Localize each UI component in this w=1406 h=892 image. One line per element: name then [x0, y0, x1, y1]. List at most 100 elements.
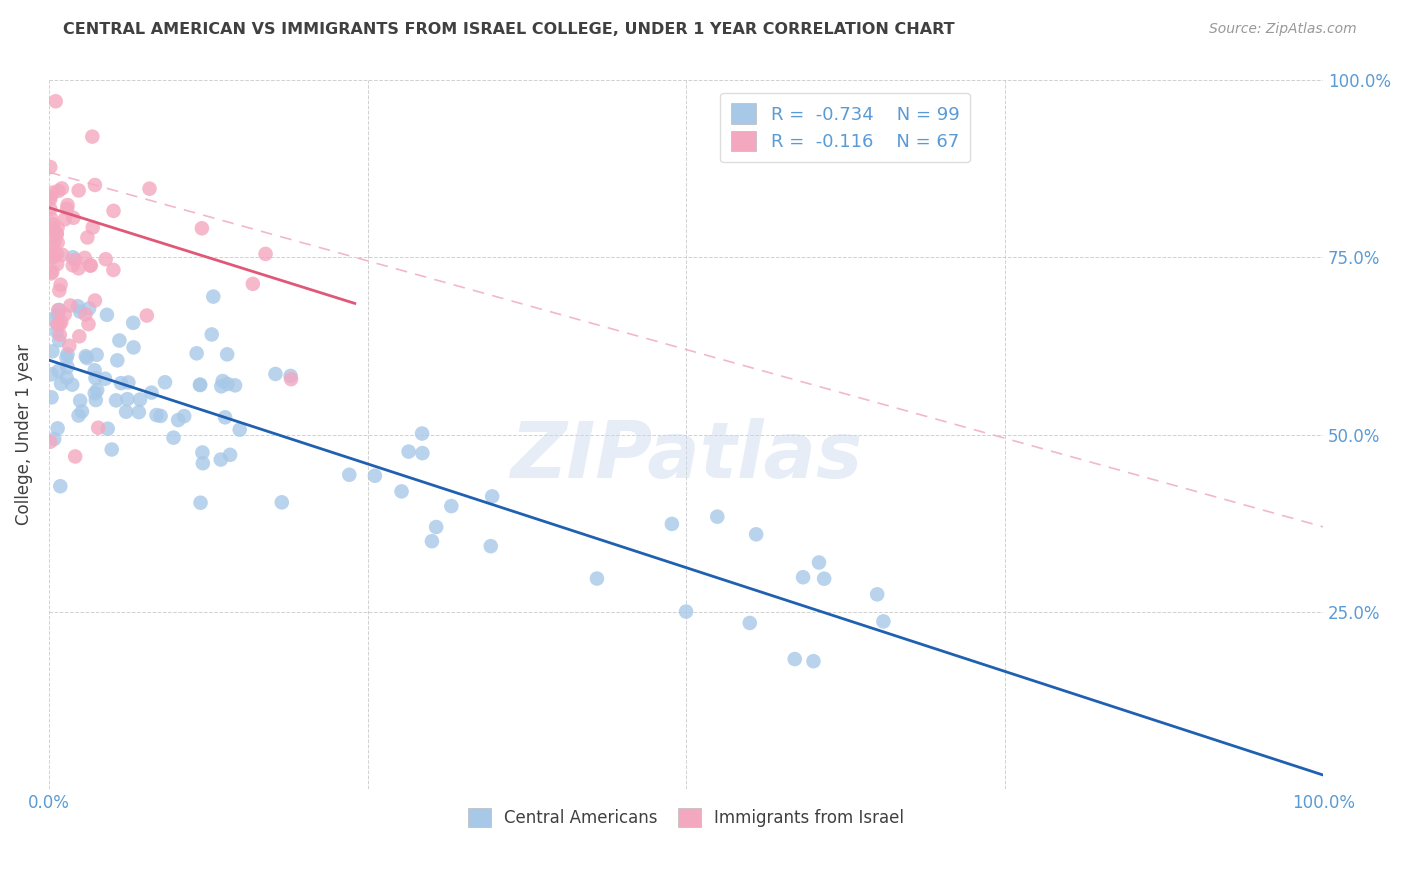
Point [77, 317, 100, 331]
Point [675, 605, 697, 619]
Point [48, 364, 70, 378]
Point [46, 421, 69, 435]
Point [264, 367, 287, 381]
Point [128, 405, 150, 419]
Point [97, 422, 120, 436]
Point [167, 413, 190, 427]
Point [46, 303, 69, 318]
Point [53, 212, 76, 227]
Point [56, 347, 79, 361]
Point [79, 259, 101, 273]
Point [45, 95, 67, 109]
Point [48, 184, 70, 198]
Point [77, 301, 100, 316]
Point [84, 371, 107, 385]
Point [41, 368, 63, 382]
Point [115, 405, 138, 419]
Point [186, 346, 208, 360]
Point [149, 409, 172, 423]
Point [49, 277, 72, 292]
Point [586, 572, 609, 586]
Point [803, 654, 825, 668]
Point [813, 572, 835, 586]
Point [69, 393, 91, 408]
Point [211, 374, 233, 388]
Point [86, 383, 108, 397]
Point [76, 230, 98, 244]
Point [48, 334, 70, 348]
Point [270, 495, 292, 509]
Point [48, 284, 70, 298]
Point [209, 452, 232, 467]
Point [67, 329, 90, 343]
Point [46, 220, 69, 235]
Point [94, 372, 117, 386]
Point [46, 318, 69, 332]
Point [46, 247, 69, 261]
Point [280, 368, 302, 383]
Point [337, 467, 360, 482]
Point [280, 372, 302, 386]
Point [56, 198, 79, 212]
Point [44, 235, 66, 249]
Point [217, 347, 239, 361]
Point [738, 615, 761, 630]
Point [42, 221, 65, 235]
Point [103, 263, 125, 277]
Point [76, 351, 98, 365]
Point [48, 318, 70, 332]
Text: Source: ZipAtlas.com: Source: ZipAtlas.com [1209, 22, 1357, 37]
Point [41, 390, 63, 404]
Point [41, 312, 63, 326]
Point [242, 277, 264, 291]
Point [82, 129, 104, 144]
Point [138, 182, 160, 196]
Point [70, 404, 93, 418]
Point [135, 309, 157, 323]
Point [228, 423, 250, 437]
Point [84, 293, 107, 308]
Point [42, 250, 65, 264]
Point [39, 434, 62, 449]
Point [44, 432, 66, 446]
Point [73, 251, 96, 265]
Point [661, 516, 683, 531]
Point [219, 448, 242, 462]
Point [80, 259, 103, 273]
Point [84, 392, 107, 407]
Point [440, 499, 463, 513]
Point [45, 325, 67, 339]
Point [105, 353, 128, 368]
Point [129, 392, 152, 407]
Point [108, 334, 131, 348]
Point [481, 489, 503, 503]
Point [122, 316, 145, 330]
Point [807, 556, 830, 570]
Point [84, 178, 107, 192]
Point [425, 520, 447, 534]
Point [96, 308, 118, 322]
Text: CENTRAL AMERICAN VS IMMIGRANTS FROM ISRAEL COLLEGE, UNDER 1 YEAR CORRELATION CHA: CENTRAL AMERICAN VS IMMIGRANTS FROM ISRA… [63, 22, 955, 37]
Point [201, 327, 224, 342]
Point [62, 258, 84, 272]
Point [56, 359, 79, 374]
Point [103, 203, 125, 218]
Point [411, 426, 433, 441]
Point [49, 479, 72, 493]
Point [75, 349, 97, 363]
Point [191, 445, 214, 459]
Point [39, 267, 62, 281]
Point [191, 221, 214, 235]
Point [398, 444, 420, 458]
Point [162, 431, 184, 445]
Point [110, 376, 132, 391]
Point [49, 376, 72, 391]
Point [141, 385, 163, 400]
Point [45, 227, 67, 242]
Point [391, 484, 413, 499]
Point [745, 527, 768, 541]
Point [67, 409, 90, 423]
Point [188, 377, 211, 392]
Point [39, 211, 62, 226]
Point [56, 202, 79, 216]
